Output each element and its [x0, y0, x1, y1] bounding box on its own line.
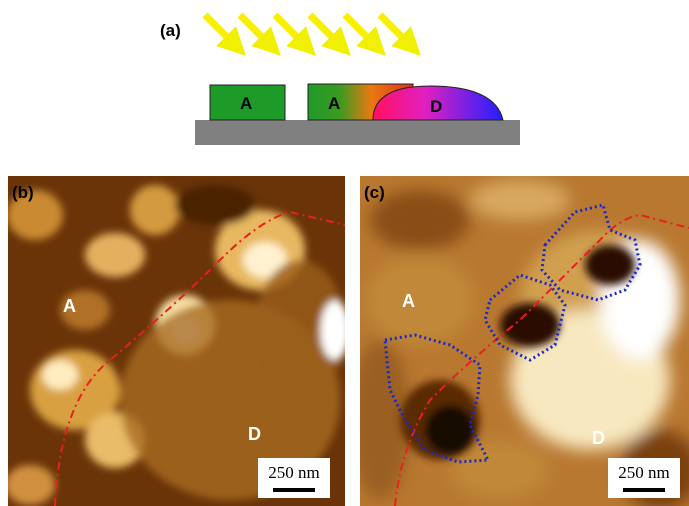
light-arrows	[205, 15, 411, 46]
scale-bar-label: 250 nm	[268, 463, 319, 482]
block-label: A	[240, 94, 252, 113]
droplet-label: D	[430, 97, 442, 116]
scale-bar	[623, 488, 665, 492]
block-label: A	[328, 94, 340, 113]
region-label: D	[248, 424, 261, 444]
region-label: A	[402, 291, 415, 311]
scale-bar-label: 250 nm	[618, 463, 669, 482]
region-label: A	[63, 296, 76, 316]
afm-image-b	[5, 176, 350, 506]
substrate	[195, 120, 520, 145]
afm-image-c	[350, 176, 689, 506]
panel-label: (c)	[364, 183, 385, 202]
panel-label: (a)	[160, 21, 181, 40]
panel-label: (b)	[12, 183, 34, 202]
figure: (a) A A D (b) A	[0, 0, 689, 506]
region-label: D	[592, 428, 605, 448]
scale-bar	[273, 488, 315, 492]
